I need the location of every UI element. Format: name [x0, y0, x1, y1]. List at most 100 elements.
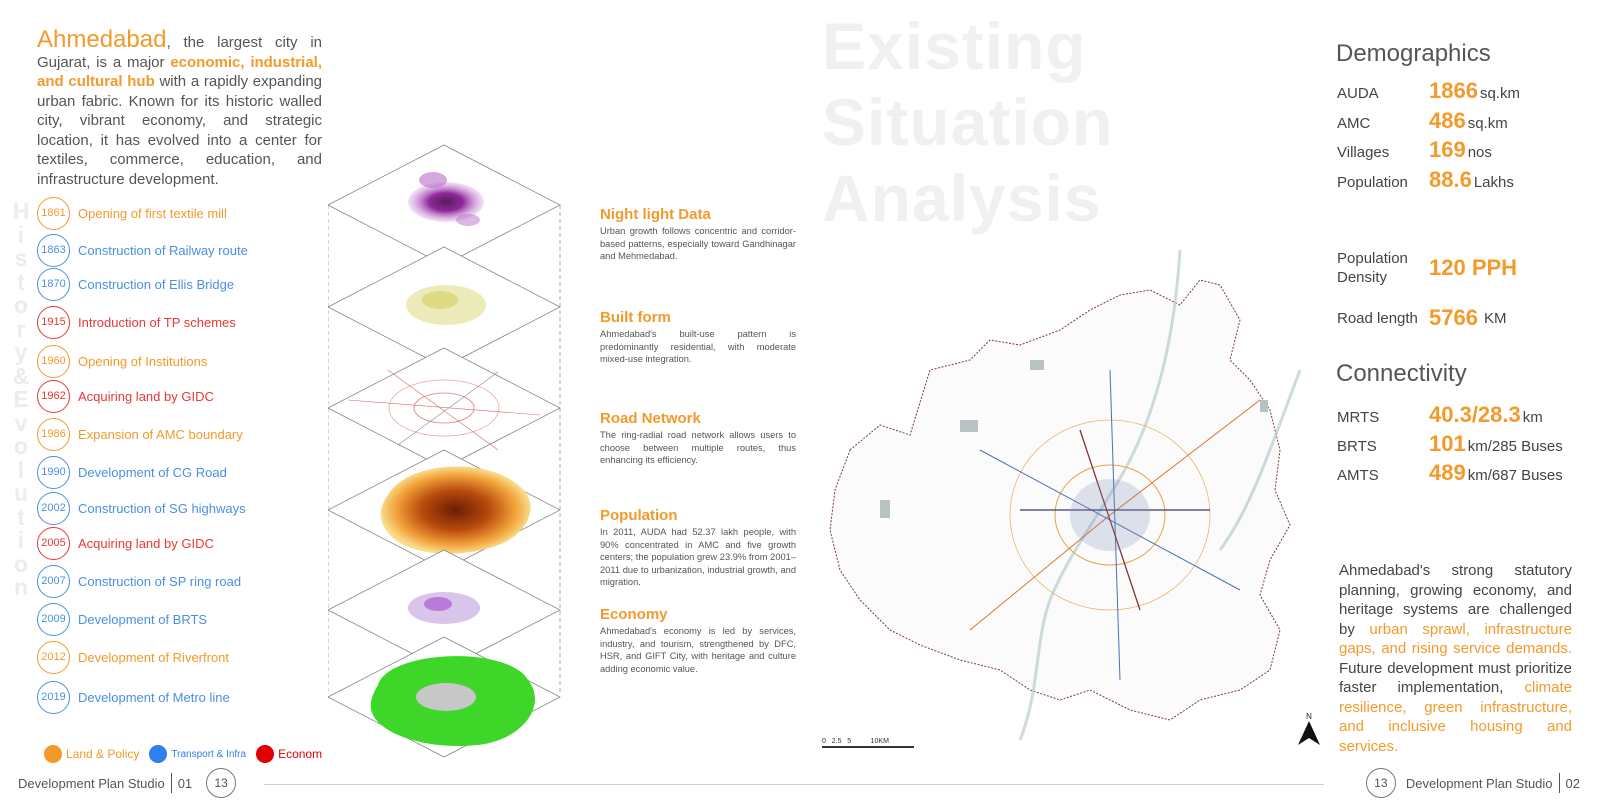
timeline-event-text: Construction of SG highways — [78, 500, 246, 516]
timeline-event-text: Construction of Railway route — [78, 242, 248, 258]
timeline-year: 1990 — [37, 455, 70, 489]
scale-label: 0 2.5 5 10KM — [822, 738, 889, 745]
title-line-1: Existing — [822, 9, 1087, 83]
legend-dot-icon — [149, 745, 168, 763]
stat-label: MRTS — [1337, 409, 1380, 426]
timeline-event: 2009 Development of BRTS — [37, 602, 207, 636]
stat-unit: nos — [1467, 144, 1492, 161]
timeline-event-text: Acquiring land by GIDC — [78, 388, 214, 404]
timeline-year: 2005 — [37, 526, 70, 560]
side-letter: u — [13, 480, 29, 506]
stat-unit: sq.km — [1467, 114, 1508, 132]
city-map — [829, 250, 1302, 740]
legend-item: Land & Policy — [44, 745, 139, 763]
water-bodies — [880, 360, 1268, 518]
timeline-event-text: Development of CG Road — [78, 464, 227, 480]
stat-label: AUDA — [1337, 85, 1379, 102]
timeline-event-text: Development of Riverfront — [78, 649, 230, 665]
timeline-event: 1960 Opening of Institutions — [37, 344, 207, 378]
timeline-event-text: Acquiring land by GIDC — [78, 535, 214, 551]
timeline-year: 1962 — [37, 379, 70, 413]
footer-right: 13 Development Plan Studio 02 — [1365, 768, 1580, 798]
stat-unit: km/687 Buses — [1467, 467, 1563, 484]
timeline-year: 2009 — [37, 602, 70, 636]
timeline-year: 2007 — [37, 564, 70, 598]
stat-value: 489 — [1429, 460, 1466, 485]
side-letter: E — [13, 386, 29, 412]
summary-highlight-2: climate resilience, green infrastructure… — [1339, 679, 1572, 755]
footer-left: Development Plan Studio 01 13 — [18, 768, 237, 798]
timeline-event: 2007 Construction of SP ring road — [37, 564, 241, 598]
stat-population-density: Population Density 120 PPH — [1337, 249, 1597, 287]
city-name: Ahmedabad — [37, 26, 167, 53]
timeline-event: 1990 Development of CG Road — [37, 455, 227, 489]
stat-label: AMTS — [1337, 467, 1379, 484]
layer-text: Ahmedabad's economy is led by services, … — [600, 626, 796, 674]
timeline-year: 1861 — [37, 196, 70, 230]
stat-row: AUDA 1866 sq.km — [1337, 78, 1597, 104]
timeline-event-text: Development of BRTS — [78, 611, 208, 627]
timeline-event: 1870 Construction of Ellis Bridge — [37, 267, 234, 301]
stat-label: Villages — [1337, 144, 1390, 161]
intro-paragraph: Ahmedabad, the largest city in Gujarat, … — [37, 28, 322, 189]
layer-text: In 2011, AUDA had 52.37 lakh people, wit… — [600, 527, 796, 587]
stat-value: 1866 — [1429, 78, 1478, 103]
timeline-year: 1986 — [37, 417, 70, 451]
legend-dot-icon — [256, 745, 275, 763]
intro-text-2: with a rapidly expanding urban fabric. K… — [37, 73, 322, 188]
page-number: 13 — [1365, 768, 1396, 798]
layer-description: Built form Ahmedabad's built-use pattern … — [600, 309, 796, 366]
footer-studio-label: Development Plan Studio — [18, 775, 165, 791]
layer-population — [328, 449, 561, 571]
timeline-event-text: Opening of Institutions — [78, 353, 208, 369]
stat-row: AMTS 489 km/687 Buses — [1337, 460, 1597, 486]
stat-unit: km — [1522, 409, 1543, 426]
legend-label: Transport & Infra — [171, 748, 247, 760]
stat-row: MRTS 40.3/28.3 km — [1337, 402, 1597, 428]
stat-value: 486 — [1429, 107, 1466, 133]
side-letter: & — [12, 362, 30, 389]
north-arrow-icon — [1298, 721, 1320, 745]
timeline-event: 1962 Acquiring land by GIDC — [37, 379, 214, 413]
layer-title: Population — [600, 507, 678, 524]
timeline-event: 1861 Opening of first textile mill — [37, 196, 227, 230]
connectivity-title: Connectivity — [1336, 360, 1467, 387]
side-letter: t — [17, 268, 25, 295]
stat-unit: km/285 Buses — [1467, 438, 1563, 455]
north-label: N — [1306, 712, 1312, 721]
page-number: 13 — [206, 768, 237, 798]
demographics-title: Demographics — [1336, 40, 1491, 67]
summary-highlight-1: urban sprawl, infrastructure gaps, and r… — [1339, 620, 1572, 658]
stat-unit: KM — [1483, 309, 1507, 327]
side-letter: t — [17, 503, 25, 530]
side-letter: y — [14, 339, 28, 365]
map-scale-bar: 0 2.5 5 10KM — [822, 738, 914, 748]
title-line-3: Analysis — [822, 161, 1102, 235]
timeline-event: 1863 Construction of Railway route — [37, 233, 248, 267]
north-arrow: N — [1298, 712, 1320, 747]
layer-title: Economy — [600, 606, 668, 623]
legend-dot-icon — [44, 745, 62, 763]
timeline-year: 1915 — [37, 305, 70, 339]
stat-road-length: Road length 5766 KM — [1337, 305, 1597, 331]
layer-text: The ring-radial road network allows user… — [600, 430, 796, 465]
layer-description: Night light Data Urban growth follows con… — [600, 206, 796, 263]
layer-description: Population In 2011, AUDA had 52.37 lakh p… — [600, 507, 796, 589]
intro-highlight: economic, industrial, and cultural hub — [37, 53, 322, 91]
timeline-event: 2005 Acquiring land by GIDC — [37, 526, 214, 560]
timeline-event-text: Expansion of AMC boundary — [78, 426, 243, 442]
side-letter: v — [14, 409, 28, 436]
side-letter: i — [17, 527, 25, 553]
stat-label: Road length — [1337, 309, 1418, 327]
side-letter: n — [13, 574, 29, 600]
layer-economy — [328, 549, 561, 671]
layer-title: Road Network — [600, 410, 701, 427]
side-letter: i — [17, 221, 25, 248]
legend-label: Econom — [278, 747, 323, 761]
side-letter: s — [14, 245, 28, 271]
footer-sheet-number: 01 — [177, 775, 193, 791]
stat-label: Population — [1337, 173, 1408, 191]
section-title: Existing Situation Analysis — [822, 8, 1113, 236]
road-network-lines — [969, 369, 1261, 681]
stat-label: AMC — [1337, 114, 1371, 132]
